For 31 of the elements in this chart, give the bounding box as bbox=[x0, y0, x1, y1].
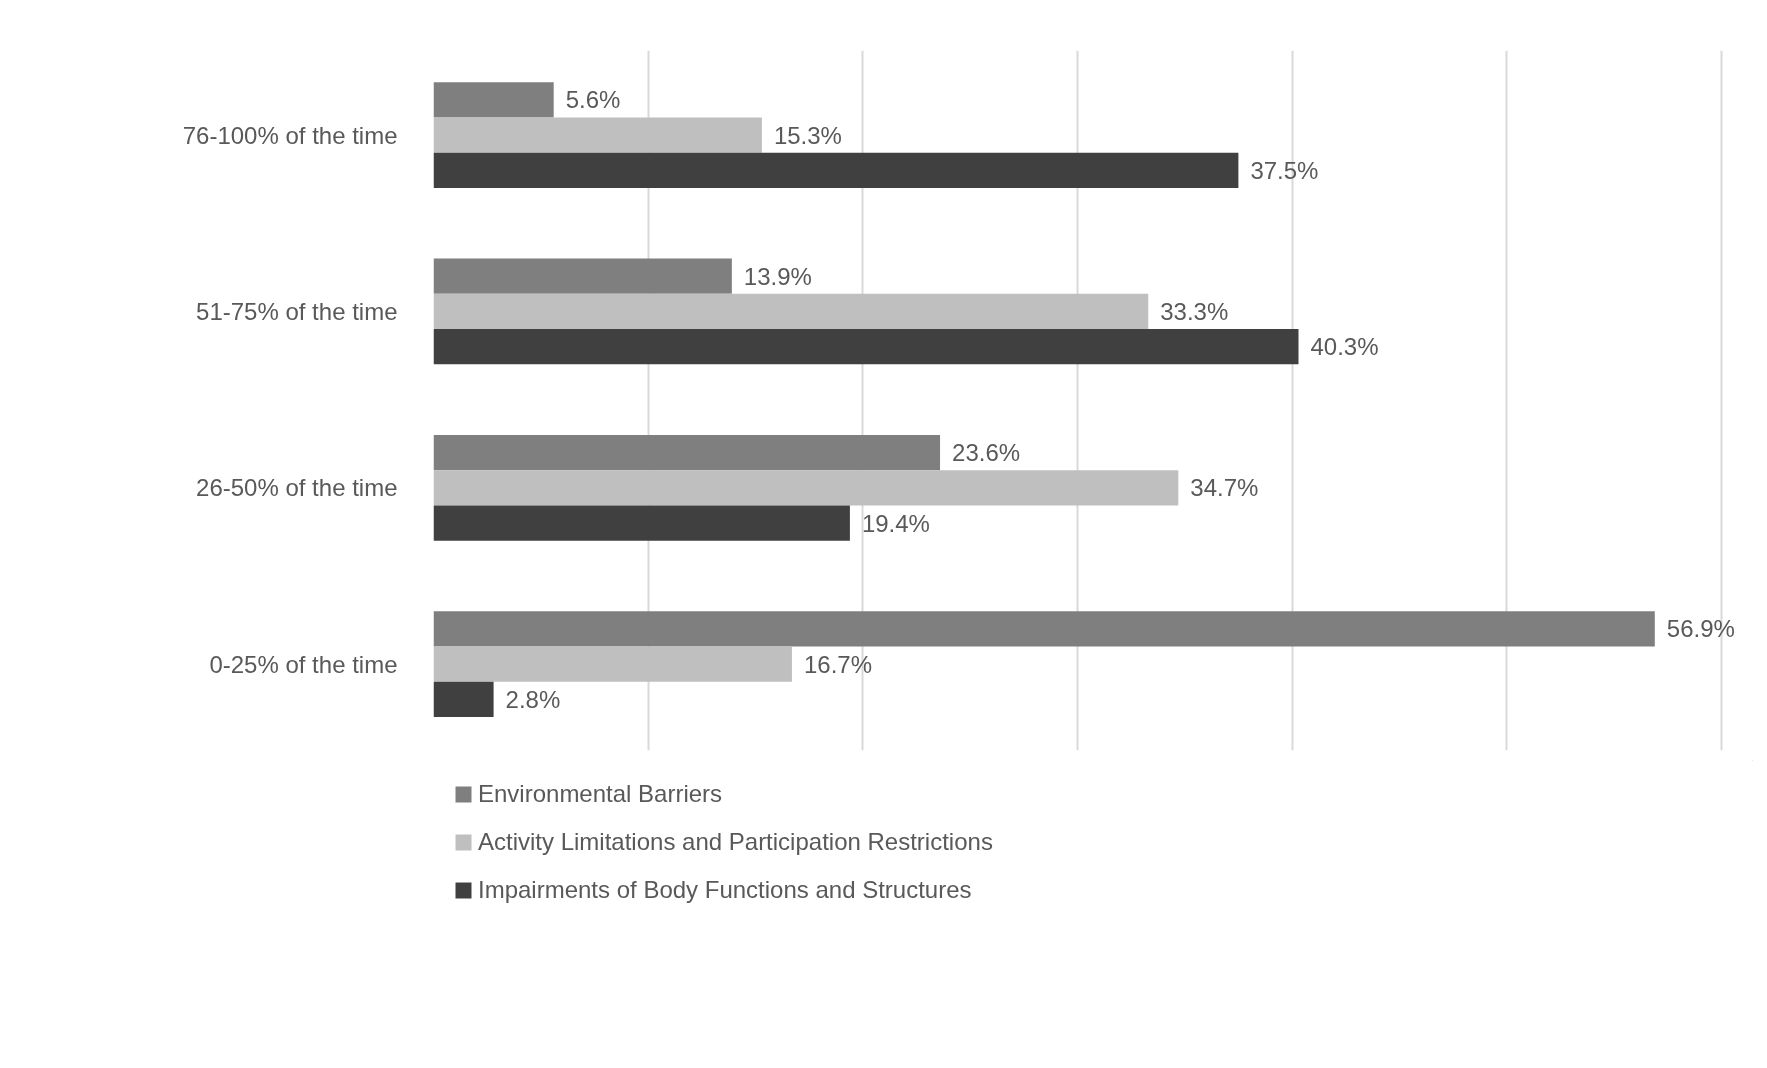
bar bbox=[433, 152, 1239, 189]
bar bbox=[433, 293, 1149, 330]
bar bbox=[433, 82, 554, 118]
data-label: 15.3% bbox=[773, 121, 842, 149]
legend-label: Impairments of Body Functions and Structures bbox=[478, 876, 972, 904]
y-tick-label: 51-75% of the time bbox=[196, 297, 398, 325]
data-label: 33.3% bbox=[1160, 297, 1229, 325]
data-label: 23.6% bbox=[952, 439, 1021, 467]
bar bbox=[433, 681, 494, 717]
y-tick-label: 76-100% of the time bbox=[182, 121, 398, 149]
legend-label: Environmental Barriers bbox=[478, 780, 723, 808]
data-label: 56.9% bbox=[1666, 615, 1735, 643]
data-label: 34.7% bbox=[1190, 474, 1259, 502]
y-tick-label: 0-25% of the time bbox=[209, 650, 398, 678]
bar bbox=[433, 646, 792, 682]
y-tick-label: 26-50% of the time bbox=[196, 474, 398, 502]
bar bbox=[433, 258, 732, 294]
data-label: 19.4% bbox=[861, 509, 930, 537]
data-label: 2.8% bbox=[505, 685, 561, 713]
bar bbox=[433, 470, 1179, 506]
data-label: 16.7% bbox=[803, 650, 873, 678]
bar bbox=[433, 117, 762, 153]
bar bbox=[433, 611, 1655, 647]
data-label: 5.6% bbox=[565, 86, 621, 114]
legend-label: Activity Limitations and Participation Restrictions bbox=[478, 828, 993, 856]
data-label: 13.9% bbox=[743, 262, 812, 290]
data-label: 40.3% bbox=[1310, 333, 1379, 361]
bar bbox=[433, 434, 941, 471]
data-label: 37.5% bbox=[1250, 156, 1319, 184]
bar bbox=[433, 329, 1299, 365]
bar bbox=[433, 505, 850, 541]
